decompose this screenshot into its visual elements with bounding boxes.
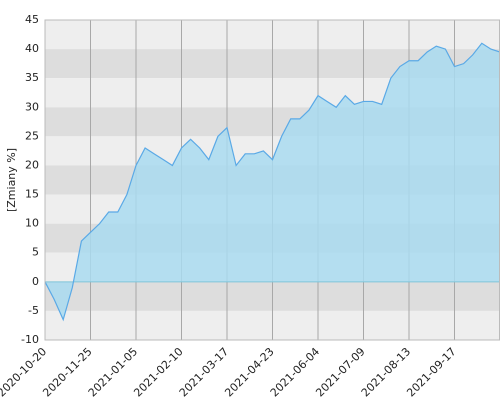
y-tick-label: 5 — [32, 246, 39, 259]
y-tick-label: -10 — [21, 333, 39, 346]
y-tick-label: 35 — [25, 71, 39, 84]
y-tick-label: 0 — [32, 275, 39, 288]
y-tick-label: 30 — [25, 100, 39, 113]
y-tick-label: -5 — [28, 304, 39, 317]
y-tick-label: 40 — [25, 42, 39, 55]
area — [45, 43, 500, 320]
y-tick-label: 10 — [25, 217, 39, 230]
y-tick-label: 20 — [25, 158, 39, 171]
y-axis-label: [Zmiany %] — [5, 148, 18, 212]
y-tick-label: 25 — [25, 129, 39, 142]
y-tick-label: 15 — [25, 188, 39, 201]
x-tick-label: 2021-09-17 — [404, 345, 458, 399]
y-tick-label: 45 — [25, 13, 39, 26]
line — [44, 42, 500, 322]
